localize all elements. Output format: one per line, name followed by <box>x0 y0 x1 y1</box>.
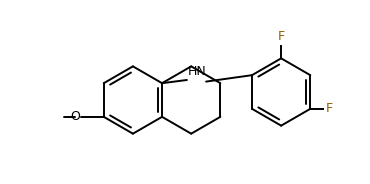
Text: HN: HN <box>188 65 206 78</box>
Text: O: O <box>70 110 80 123</box>
Text: F: F <box>278 30 285 43</box>
Text: F: F <box>326 102 333 115</box>
